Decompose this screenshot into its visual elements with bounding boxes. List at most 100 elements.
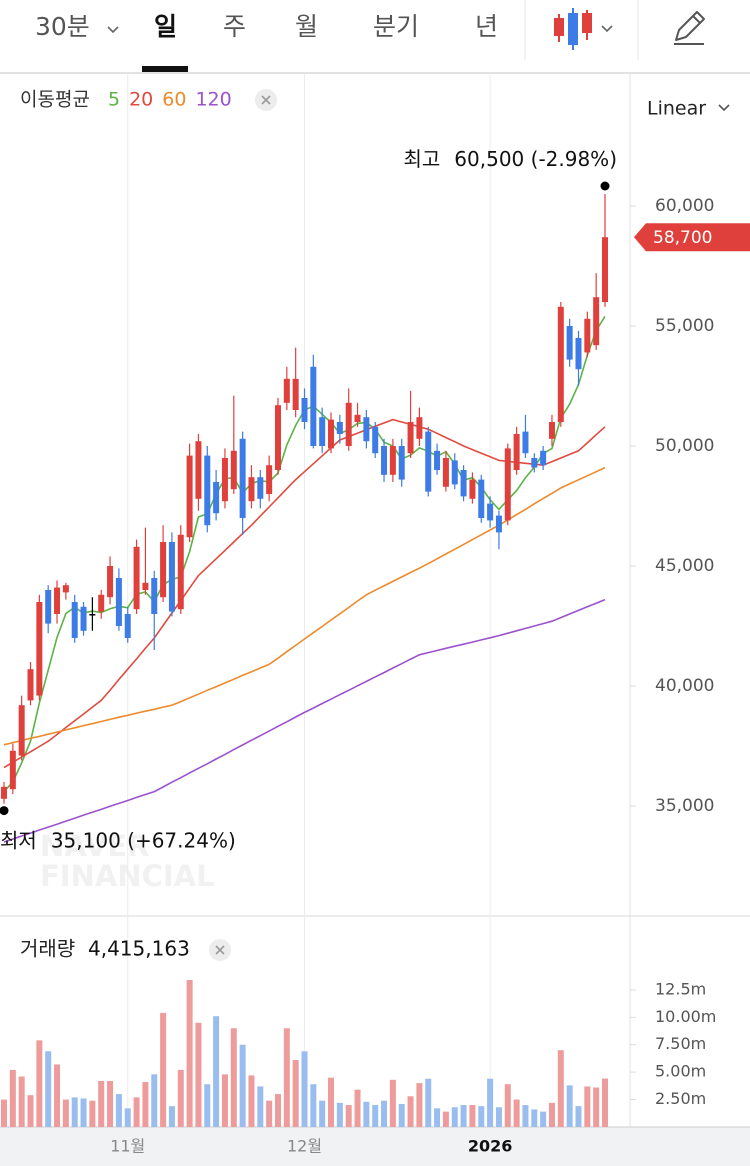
volume-bar xyxy=(230,1028,237,1127)
scale-button[interactable]: Linear xyxy=(647,98,730,120)
candle-body xyxy=(442,458,449,487)
volume-bar xyxy=(89,1100,96,1127)
volume-bar xyxy=(27,1095,34,1127)
candle-body xyxy=(80,606,87,631)
volume-bar xyxy=(213,1016,220,1127)
volume-bar xyxy=(566,1085,573,1127)
volume-bar xyxy=(186,979,193,1127)
volume-bar xyxy=(513,1099,520,1127)
tab[interactable]: 분기 xyxy=(373,12,419,41)
candle-body xyxy=(584,318,591,353)
candle-body xyxy=(381,446,388,475)
volume-current: 4,415,163 xyxy=(88,937,190,961)
pencil-icon xyxy=(675,11,705,41)
candle-body xyxy=(319,417,326,446)
candle-body xyxy=(115,578,122,626)
candle-body xyxy=(469,479,476,499)
candle-body xyxy=(195,441,202,499)
candle-body xyxy=(186,455,193,538)
annotation-value: 60,500 (-2.98%) xyxy=(454,147,617,171)
volume-bar xyxy=(71,1097,78,1127)
candle-body xyxy=(213,482,220,514)
candle-body xyxy=(177,534,184,610)
moving-average-line xyxy=(3,466,606,746)
volume-bar xyxy=(416,1083,423,1127)
chart-type-button[interactable] xyxy=(554,8,613,50)
tab[interactable]: 월 xyxy=(295,12,318,41)
y-tick-label: 40,000 xyxy=(655,676,714,696)
volume-bar xyxy=(575,1106,582,1127)
volume-bar xyxy=(389,1079,396,1127)
volume-bar xyxy=(248,1075,255,1127)
candle-body xyxy=(1,786,7,799)
candle-body xyxy=(239,438,246,518)
volume-bar xyxy=(177,1069,184,1127)
legend-entry: 20 xyxy=(129,89,153,111)
volume-bar xyxy=(398,1103,405,1127)
candle-body xyxy=(9,750,16,790)
volume-bar xyxy=(487,1078,494,1127)
y-tick-label: 60,000 xyxy=(655,196,714,216)
volume-bar xyxy=(45,1051,52,1127)
volume-bar xyxy=(221,1074,228,1127)
candle-body xyxy=(531,458,538,468)
icon-candle xyxy=(582,13,592,33)
volume-bar xyxy=(292,1060,299,1127)
draw-button[interactable] xyxy=(674,11,705,45)
volume-bar xyxy=(460,1105,467,1127)
volume-bar xyxy=(434,1108,441,1127)
candle-body xyxy=(460,470,467,497)
annotation: 최고 60,500 (-2.98%) xyxy=(403,147,617,171)
tab[interactable]: 일 xyxy=(154,12,177,41)
volume-bar xyxy=(345,1105,352,1127)
volume-bar xyxy=(142,1082,149,1127)
legend-entry: 60 xyxy=(162,89,186,111)
candle-body xyxy=(363,417,370,442)
y-tick-label: 50,000 xyxy=(655,436,714,456)
candle-body xyxy=(434,450,441,470)
volume-bar xyxy=(98,1080,105,1127)
volume-bar xyxy=(425,1078,432,1127)
volume-bar xyxy=(336,1102,343,1127)
volume-bar xyxy=(495,1107,502,1127)
volume-bar xyxy=(540,1111,547,1127)
price-tag-label: 58,700 xyxy=(653,228,712,248)
candle-body xyxy=(71,602,78,638)
volume-bar xyxy=(124,1108,131,1127)
candle-body xyxy=(566,326,573,360)
y-tick-label: 12.5m xyxy=(655,979,706,998)
legend-close-button[interactable] xyxy=(255,89,277,111)
volume-bar xyxy=(36,1040,43,1127)
candle-body xyxy=(27,669,34,701)
volume-bar xyxy=(204,1084,211,1127)
scale-label: Linear xyxy=(647,98,706,120)
candle-body xyxy=(160,542,167,598)
tab[interactable]: 년 xyxy=(475,12,498,41)
candle-body xyxy=(522,431,529,454)
volume-bar xyxy=(451,1107,458,1127)
volume-bar xyxy=(602,1078,608,1127)
chevron xyxy=(718,104,730,112)
watermark: NAVER xyxy=(40,829,149,863)
candle-body xyxy=(45,590,52,624)
volume-bar xyxy=(9,1069,16,1127)
annotation-dot xyxy=(0,806,9,816)
close-x xyxy=(261,95,271,105)
tab[interactable]: 주 xyxy=(223,12,246,41)
volume-title: 거래량 xyxy=(20,937,75,961)
candle-body xyxy=(416,417,423,439)
candle-body xyxy=(133,546,140,610)
y-tick-label: 35,000 xyxy=(655,796,714,816)
volume-bar xyxy=(80,1098,87,1127)
candle-body xyxy=(142,582,149,590)
volume-bar xyxy=(107,1080,114,1127)
tab[interactable]: 30분 xyxy=(35,12,90,41)
candle-body xyxy=(540,450,547,466)
candle-body xyxy=(62,585,69,593)
x-tick-label: 2026 xyxy=(468,1137,513,1156)
volume-bar xyxy=(266,1100,273,1127)
volume-bar xyxy=(310,1084,317,1127)
candle-body xyxy=(98,594,105,612)
volume-close-button[interactable] xyxy=(209,939,231,961)
candle-body xyxy=(389,446,396,475)
